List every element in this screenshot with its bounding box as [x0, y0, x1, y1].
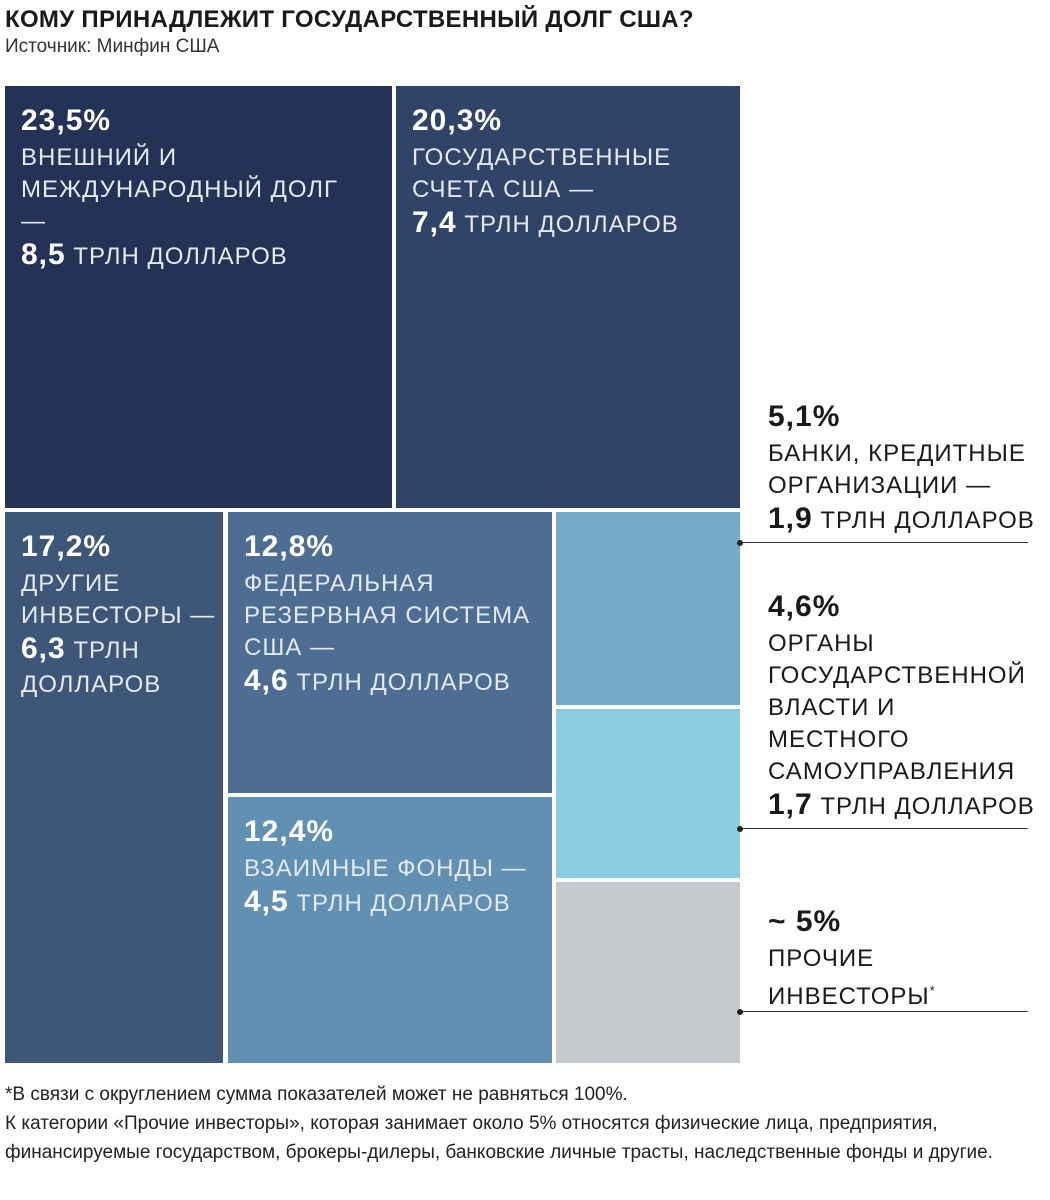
- treemap-tile: [5, 512, 223, 1063]
- tile-label: 12,8% ФЕДЕРАЛЬНАЯ РЕЗЕРВНАЯ СИСТЕМА США —…: [244, 530, 534, 700]
- leader-dot: [737, 826, 743, 832]
- amount: 6,3 ТРЛН ДОЛЛАРОВ: [21, 632, 221, 702]
- share-label: 23,5%: [21, 104, 112, 137]
- category-text: ПРОЧИЕ ИНВЕСТОРЫ: [768, 945, 930, 1010]
- amount-unit: ТРЛН ДОЛЛАРОВ: [464, 211, 679, 238]
- amount-unit: ТРЛН ДОЛЛАРОВ: [820, 507, 1035, 534]
- treemap-tile: [556, 882, 740, 1063]
- amount-value: 1,9: [768, 502, 813, 535]
- category-text: ГОСУДАРСТВЕННЫЕ СЧЕТА США —: [412, 144, 672, 203]
- footnote: *В связи с округлением сумма показателей…: [5, 1084, 628, 1105]
- treemap-tile: [228, 797, 552, 1063]
- leader-line: [740, 828, 1028, 829]
- category-name: ОРГАНЫ ГОСУДАРСТВЕННОЙ ВЛАСТИ И МЕСТНОГО…: [768, 628, 1038, 788]
- tile-label: 4,6% ОРГАНЫ ГОСУДАРСТВЕННОЙ ВЛАСТИ И МЕСТ…: [768, 590, 1038, 824]
- chart-title: КОМУ ПРИНАДЛЕЖИТ ГОСУДАРСТВЕННЫЙ ДОЛГ СШ…: [5, 6, 694, 33]
- amount: 4,6 ТРЛН ДОЛЛАРОВ: [244, 664, 534, 700]
- category-text: ДРУГИЕ ИНВЕСТОРЫ —: [21, 570, 216, 629]
- tile-label: ~ 5% ПРОЧИЕ ИНВЕСТОРЫ*: [768, 905, 1038, 1013]
- category-text: ФЕДЕРАЛЬНАЯ РЕЗЕРВНАЯ СИСТЕМА США —: [244, 570, 531, 661]
- category-name: ВЗАИМНЫЕ ФОНДЫ —: [244, 853, 544, 885]
- amount-unit: ТРЛН ДОЛЛАРОВ: [296, 890, 511, 917]
- category-name: ФЕДЕРАЛЬНАЯ РЕЗЕРВНАЯ СИСТЕМА США —: [244, 568, 534, 664]
- category-name: ПРОЧИЕ ИНВЕСТОРЫ*: [768, 943, 1038, 1013]
- treemap-tile: [556, 512, 740, 705]
- category-name: БАНКИ, КРЕДИТНЫЕ ОРГАНИЗАЦИИ —: [768, 438, 1038, 502]
- category-name: ГОСУДАРСТВЕННЫЕ СЧЕТА США —: [412, 142, 712, 206]
- share-label: 5,1%: [768, 400, 841, 433]
- amount: 8,5 ТРЛН ДОЛЛАРОВ: [21, 238, 341, 274]
- category-name: ДРУГИЕ ИНВЕСТОРЫ —: [21, 568, 221, 632]
- footnotes: *В связи с округлением сумма показателей…: [5, 1080, 1005, 1167]
- share-label: ~ 5%: [768, 905, 842, 938]
- leader-line: [740, 542, 1028, 543]
- tile-label: 12,4% ВЗАИМНЫЕ ФОНДЫ — 4,5 ТРЛН ДОЛЛАРОВ: [244, 815, 544, 921]
- treemap-tile: [396, 86, 740, 508]
- share-label: 20,3%: [412, 104, 503, 137]
- amount-value: 1,7: [768, 788, 813, 821]
- footnote: К категории «Прочие инвесторы», которая …: [5, 1113, 993, 1163]
- share-label: 12,4%: [244, 815, 335, 848]
- amount-unit: ТРЛН ДОЛЛАРОВ: [296, 669, 511, 696]
- treemap-tile: [228, 512, 552, 793]
- share-label: 17,2%: [21, 530, 112, 563]
- amount: 7,4 ТРЛН ДОЛЛАРОВ: [412, 206, 712, 242]
- category-text: БАНКИ, КРЕДИТНЫЕ ОРГАНИЗАЦИИ —: [768, 440, 1026, 499]
- tile-label: 5,1% БАНКИ, КРЕДИТНЫЕ ОРГАНИЗАЦИИ —1,9 ТР…: [768, 400, 1038, 538]
- amount: 1,9 ТРЛН ДОЛЛАРОВ: [768, 502, 1038, 538]
- amount-value: 6,3: [21, 632, 66, 665]
- tile-label: 23,5% ВНЕШНИЙ И МЕЖДУНАРОДНЫЙ ДОЛГ —8,5 Т…: [21, 104, 341, 274]
- category-name: ВНЕШНИЙ И МЕЖДУНАРОДНЫЙ ДОЛГ —: [21, 142, 341, 238]
- amount-value: 4,5: [244, 885, 289, 918]
- treemap-tile: [556, 709, 740, 878]
- tile-label: 17,2% ДРУГИЕ ИНВЕСТОРЫ —6,3 ТРЛН ДОЛЛАРОВ: [21, 530, 221, 702]
- category-text: ОРГАНЫ ГОСУДАРСТВЕННОЙ ВЛАСТИ И МЕСТНОГО…: [768, 630, 1026, 785]
- tile-label: 20,3% ГОСУДАРСТВЕННЫЕ СЧЕТА США —7,4 ТРЛН…: [412, 104, 712, 242]
- amount-unit: ТРЛН ДОЛЛАРОВ: [73, 243, 288, 270]
- leader-line: [740, 1011, 1028, 1012]
- amount: 1,7 ТРЛН ДОЛЛАРОВ: [768, 788, 1038, 824]
- chart-subtitle: Источник: Минфин США: [5, 36, 220, 57]
- share-label: 4,6%: [768, 590, 841, 623]
- amount-value: 7,4: [412, 206, 457, 239]
- category-text: ВЗАИМНЫЕ ФОНДЫ —: [244, 855, 527, 882]
- footnote-marker: *: [929, 983, 936, 998]
- leader-dot: [737, 1009, 743, 1015]
- amount-unit: ТРЛН ДОЛЛАРОВ: [21, 637, 162, 698]
- amount-unit: ТРЛН ДОЛЛАРОВ: [820, 793, 1035, 820]
- treemap-tile: [5, 86, 392, 508]
- amount-value: 8,5: [21, 238, 66, 271]
- leader-dot: [737, 540, 743, 546]
- category-text: ВНЕШНИЙ И МЕЖДУНАРОДНЫЙ ДОЛГ —: [21, 144, 339, 235]
- share-label: 12,8%: [244, 530, 335, 563]
- amount-value: 4,6: [244, 664, 289, 697]
- amount: 4,5 ТРЛН ДОЛЛАРОВ: [244, 885, 544, 921]
